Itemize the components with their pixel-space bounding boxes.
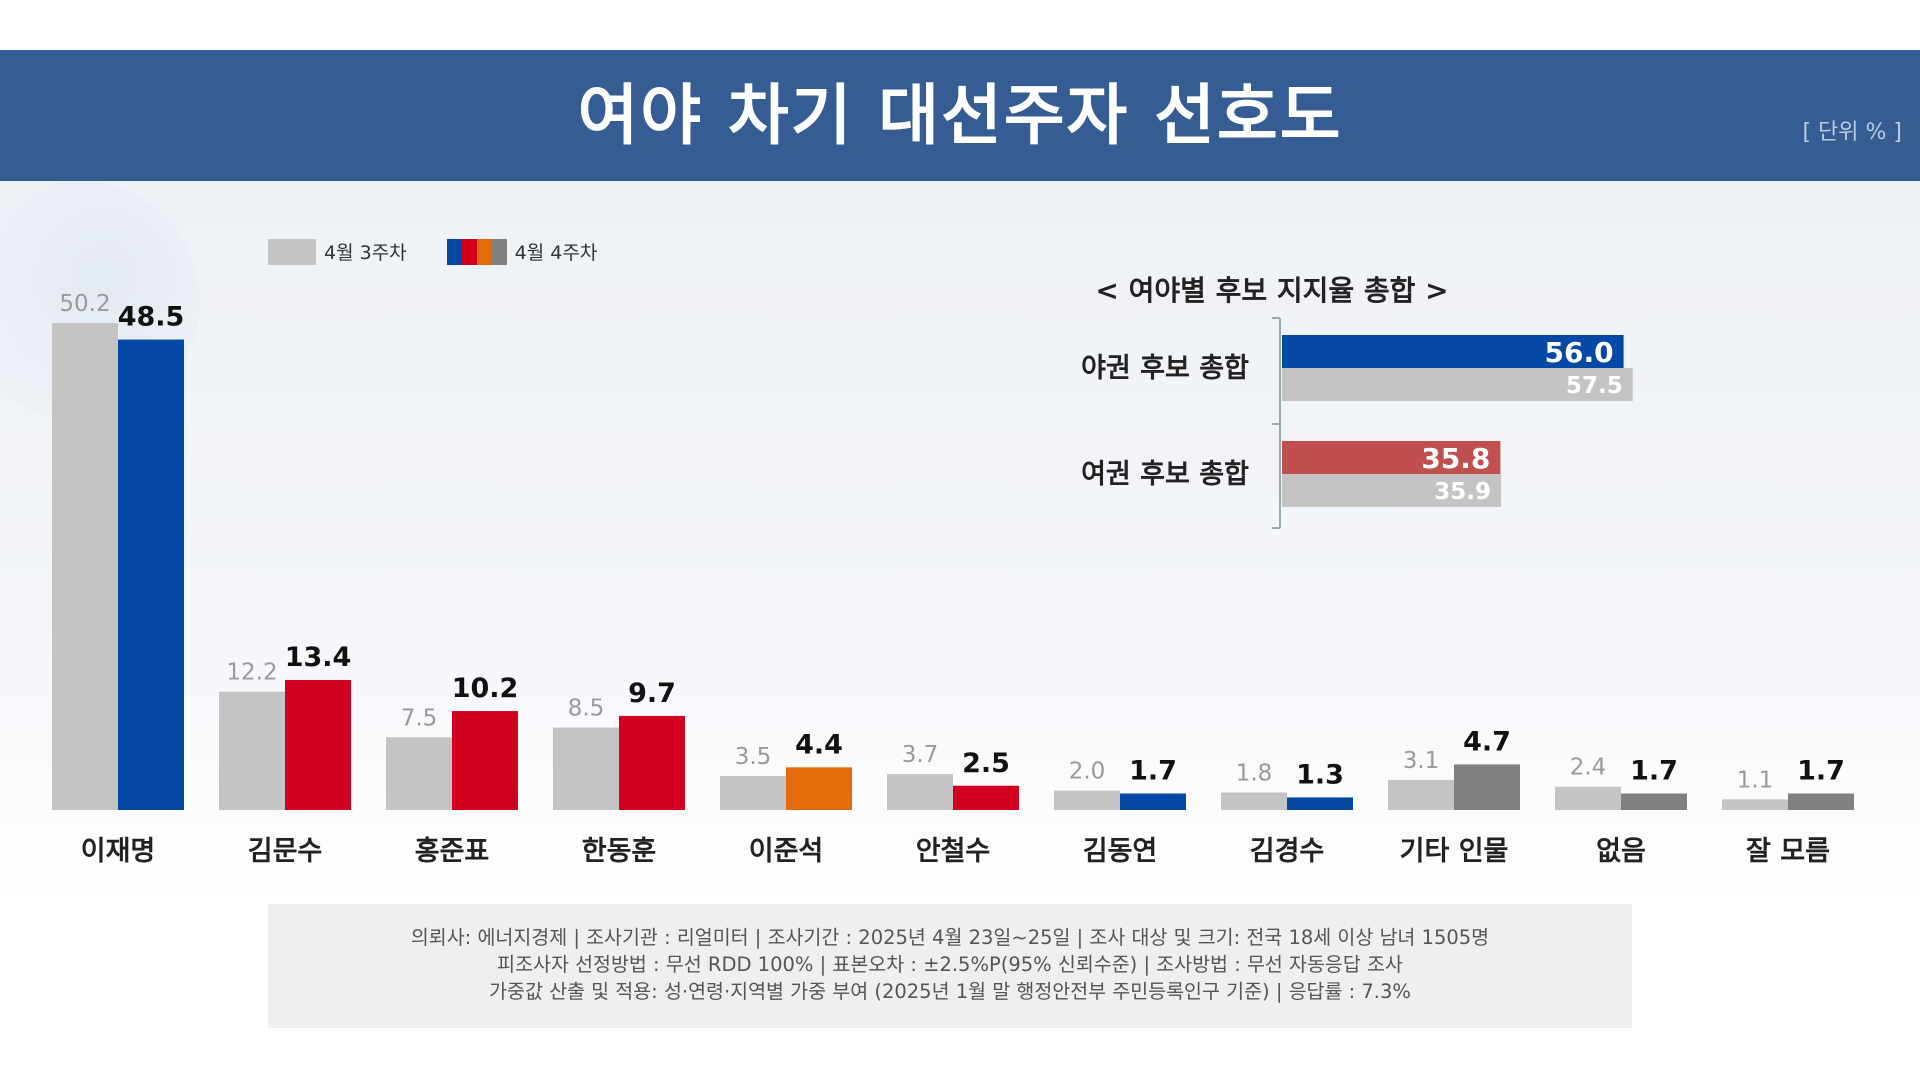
value-label-prev-7: 1.8 (1236, 761, 1273, 787)
category-label-2: 홍준표 (415, 836, 490, 867)
bar-prev-3 (553, 727, 619, 810)
bar-curr-9 (1621, 793, 1687, 810)
category-label-5: 안철수 (916, 836, 991, 867)
summary-bar-prev-0 (1282, 368, 1633, 401)
bar-prev-4 (720, 776, 786, 810)
footer-line-3: 가중값 산출 및 적용: 성·연령·지역별 가중 부여 (2025년 1월 말 … (489, 980, 1411, 1003)
legend-label-curr: 4월 4주차 (514, 242, 598, 264)
value-label-prev-6: 2.0 (1069, 759, 1106, 785)
value-label-prev-8: 3.1 (1403, 748, 1440, 774)
value-label-curr-0: 48.5 (118, 302, 185, 333)
value-label-curr-4: 4.4 (795, 729, 843, 760)
footer-line-1: 의뢰사: 에너지경제 | 조사기관 : 리얼미터 | 조사기간 : 2025년 … (410, 926, 1490, 949)
category-label-9: 없음 (1596, 836, 1646, 867)
value-label-curr-2: 10.2 (452, 673, 519, 704)
bar-curr-6 (1120, 793, 1186, 810)
value-label-curr-8: 4.7 (1463, 726, 1511, 757)
bar-prev-1 (219, 691, 285, 810)
survey-footer: 의뢰사: 에너지경제 | 조사기관 : 리얼미터 | 조사기간 : 2025년 … (268, 904, 1632, 1028)
chart-title: 여야 차기 대선주자 선호도 (577, 77, 1343, 154)
bar-prev-7 (1221, 792, 1287, 810)
summary-value-prev-1: 35.9 (1434, 479, 1491, 505)
value-label-curr-9: 1.7 (1630, 756, 1678, 787)
value-label-prev-10: 1.1 (1737, 767, 1774, 793)
value-label-curr-5: 2.5 (962, 748, 1010, 779)
value-label-curr-1: 13.4 (285, 642, 352, 673)
value-label-prev-3: 8.5 (568, 696, 605, 722)
category-label-7: 김경수 (1250, 836, 1325, 867)
footer-line-2: 피조사자 선정방법 : 무선 RDD 100% | 표본오차 : ±2.5%P(… (497, 953, 1403, 976)
bar-curr-5 (953, 785, 1019, 810)
category-label-1: 김문수 (248, 836, 323, 867)
category-label-0: 이재명 (81, 836, 156, 867)
unit-label: [ 단위 % ] (1802, 120, 1902, 145)
value-label-prev-9: 2.4 (1570, 755, 1607, 781)
bar-curr-2 (452, 711, 518, 810)
value-label-curr-3: 9.7 (628, 678, 676, 709)
summary-value-curr-1: 35.8 (1421, 442, 1490, 475)
bar-prev-6 (1054, 790, 1120, 810)
category-label-4: 이준석 (749, 836, 824, 867)
value-label-prev-2: 7.5 (401, 705, 438, 731)
bar-prev-10 (1722, 799, 1788, 810)
summary-category-1: 여권 후보 총합 (1081, 459, 1249, 490)
value-label-curr-6: 1.7 (1129, 756, 1177, 787)
value-label-prev-4: 3.5 (735, 744, 772, 770)
bar-curr-10 (1788, 793, 1854, 810)
value-label-curr-10: 1.7 (1797, 756, 1845, 787)
bar-curr-1 (285, 680, 351, 810)
bar-curr-3 (619, 715, 685, 810)
legend-swatch-prev (268, 238, 316, 265)
category-label-6: 김동연 (1083, 836, 1158, 867)
summary-category-0: 야권 후보 총합 (1081, 353, 1249, 384)
summary-bar-prev-1 (1282, 474, 1501, 507)
bar-curr-4 (786, 767, 852, 810)
bar-prev-5 (887, 774, 953, 810)
category-label-8: 기타 인물 (1400, 836, 1509, 867)
value-label-curr-7: 1.3 (1296, 759, 1344, 790)
legend: 4월 3주차 4월 4주차 (268, 238, 597, 265)
header-bar: 여야 차기 대선주자 선호도 [ 단위 % ] (0, 50, 1920, 181)
summary-value-curr-0: 56.0 (1545, 336, 1614, 369)
category-label-3: 한동훈 (582, 836, 657, 867)
summary-title: < 여야별 후보 지지율 총합 > (1095, 274, 1448, 307)
bar-prev-8 (1388, 779, 1454, 810)
value-label-prev-0: 50.2 (59, 291, 110, 317)
bar-prev-0 (52, 323, 118, 810)
value-label-prev-5: 3.7 (902, 742, 939, 768)
summary-value-prev-0: 57.5 (1566, 373, 1623, 399)
value-label-prev-1: 12.2 (226, 660, 277, 686)
bar-curr-7 (1287, 797, 1353, 810)
bar-curr-0 (118, 339, 184, 810)
summary-bar-curr-1 (1282, 441, 1501, 474)
summary-bar-curr-0 (1282, 335, 1624, 368)
bar-curr-8 (1454, 764, 1520, 810)
legend-label-prev: 4월 3주차 (324, 242, 407, 264)
legend-swatch-curr (446, 238, 507, 265)
category-label-10: 잘 모름 (1746, 836, 1830, 867)
bar-prev-2 (386, 737, 452, 810)
bar-prev-9 (1555, 786, 1621, 810)
